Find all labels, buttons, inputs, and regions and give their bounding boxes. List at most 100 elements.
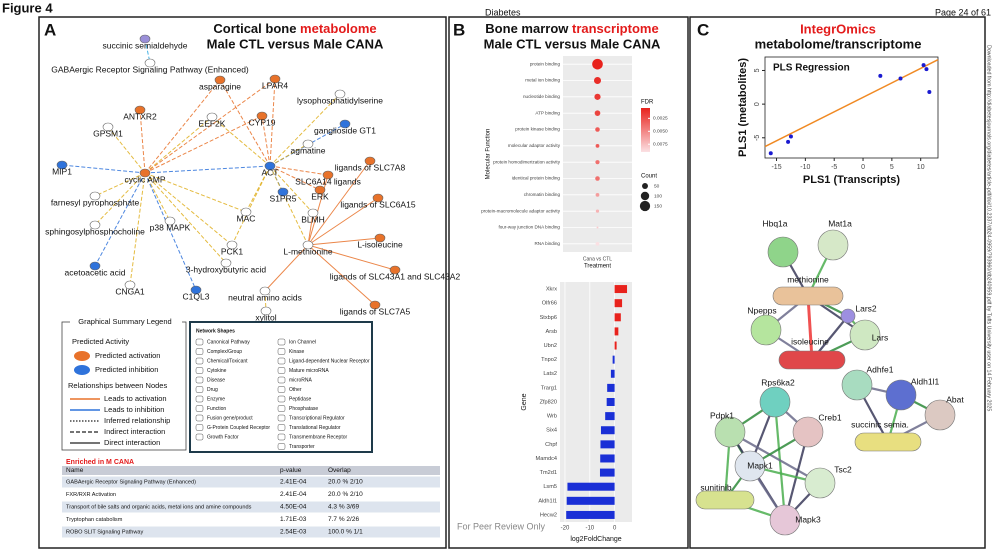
x-tick-label: -5 — [831, 164, 837, 171]
y-tick-label: ATP binding — [535, 110, 560, 115]
shape-label: Peptidase — [289, 396, 311, 402]
dot — [594, 93, 601, 100]
node-label: Lars — [872, 332, 889, 342]
panel-letter: C — [697, 20, 709, 39]
edge — [144, 172, 247, 213]
table-title: Enriched in M CANA — [66, 459, 134, 466]
node-label: lysophosphatidylserine — [297, 95, 383, 105]
shape-icon — [195, 348, 204, 355]
y-axis-label: Gene — [521, 393, 528, 410]
shape-label: Mature microRNA — [289, 368, 329, 374]
dot — [593, 76, 602, 85]
node — [841, 369, 873, 401]
x-tick-label: -15 — [771, 164, 781, 171]
legend-item: Inferred relationship — [104, 416, 170, 425]
table-header: Name — [66, 467, 84, 474]
node — [750, 314, 782, 346]
y-axis-label: Molecular Function — [486, 129, 492, 180]
legend-title: FDR — [641, 100, 654, 106]
edge — [231, 165, 271, 246]
shape-icon — [277, 414, 286, 422]
legend-item: Leads to activation — [104, 394, 167, 403]
shape-label: Chemical/Toxicant — [207, 358, 248, 364]
x-axis-label: log2FoldChange — [570, 536, 621, 543]
shape-label: G-Protein Coupled Receptor — [207, 425, 270, 431]
node-label: Hbq1a — [762, 218, 787, 228]
node — [144, 58, 156, 68]
node — [269, 74, 281, 84]
node — [854, 432, 922, 452]
bar — [567, 482, 615, 491]
size-key — [640, 191, 650, 201]
y-tick-label: Wrb — [547, 414, 557, 420]
node-label: SLC6A14 ligands — [295, 176, 361, 186]
edge — [211, 116, 271, 167]
y-tick-label: Zfp820 — [540, 399, 557, 405]
point — [878, 73, 883, 78]
node-label: p38 MAPK — [150, 222, 191, 232]
legend-item: Indirect interaction — [104, 427, 165, 436]
shape-label: Transmembrane Receptor — [289, 434, 348, 440]
y-tick-label: protein binding — [530, 61, 561, 66]
node-label: farnesyl pyrophosphate — [51, 197, 140, 207]
y-tick-label: Trarg1 — [541, 385, 557, 391]
edge — [307, 244, 396, 271]
y-tick-label: protein-macromolecule adaptor activity — [481, 208, 561, 213]
y-axis-label: PLS1 (metabolites) — [737, 58, 749, 157]
dot — [594, 110, 601, 116]
y-tick-label: Hecw2 — [540, 512, 557, 518]
panel-b-frame — [448, 16, 689, 549]
shape-icon — [195, 424, 204, 431]
table-header: p-value — [280, 467, 302, 474]
node-label: ligands of SLC7A5 — [340, 306, 411, 316]
node-label: Lars2 — [855, 303, 877, 313]
y-tick-label: protein kinase binding — [515, 127, 560, 132]
legend-heading: Relationships between Nodes — [68, 381, 167, 390]
y-tick-label: Arsb — [545, 329, 557, 335]
node-label: L-isoleucine — [357, 239, 403, 249]
node-label: Npepps — [747, 305, 776, 315]
size-key — [639, 200, 651, 212]
shape-icon — [195, 338, 204, 346]
y-tick-label: Tm2d1 — [540, 470, 557, 476]
edge — [307, 174, 329, 246]
bar — [600, 440, 615, 449]
y-tick-label: nucleotide binding — [523, 94, 560, 99]
legend-title: Count — [641, 174, 657, 180]
node — [314, 185, 326, 195]
table-header-bg — [62, 466, 440, 475]
y-tick-label: metal ion binding — [525, 78, 560, 83]
node-label: EEF2K — [199, 118, 226, 128]
edge — [307, 197, 379, 246]
bar — [614, 313, 621, 322]
x-tick-label: Cana vs CTL — [583, 256, 612, 262]
node — [264, 161, 276, 171]
shape-icon — [195, 405, 204, 412]
table-cell: Transport of bile salts and organic acid… — [66, 504, 252, 510]
shape-icon — [195, 395, 204, 403]
node-label: CNGA1 — [115, 286, 145, 296]
bar — [605, 412, 615, 421]
node — [302, 139, 314, 149]
node-label: ligands of SLC43A1 and SLC43A2 — [330, 271, 461, 281]
point — [921, 63, 926, 68]
node — [369, 300, 381, 310]
shape-icon — [195, 386, 204, 393]
edge — [144, 172, 233, 246]
node — [164, 216, 176, 226]
bar — [566, 510, 615, 519]
panel-title: Bone marrow transcriptome — [485, 21, 658, 36]
bar — [614, 341, 617, 350]
legend-tick-label: 50 — [654, 183, 660, 189]
node — [885, 379, 917, 411]
y-tick-label: protein homodimerization activity — [493, 159, 561, 164]
shape-label: Kinase — [289, 349, 305, 355]
y-tick-label: 0 — [754, 102, 761, 106]
legend-tick-label: 0.0050 — [653, 129, 668, 135]
shape-icon — [277, 395, 286, 403]
node-label: Mapk1 — [747, 460, 773, 470]
node-label: Adhfe1 — [867, 364, 894, 374]
edge — [219, 79, 271, 167]
node — [339, 119, 351, 129]
node — [769, 504, 801, 536]
